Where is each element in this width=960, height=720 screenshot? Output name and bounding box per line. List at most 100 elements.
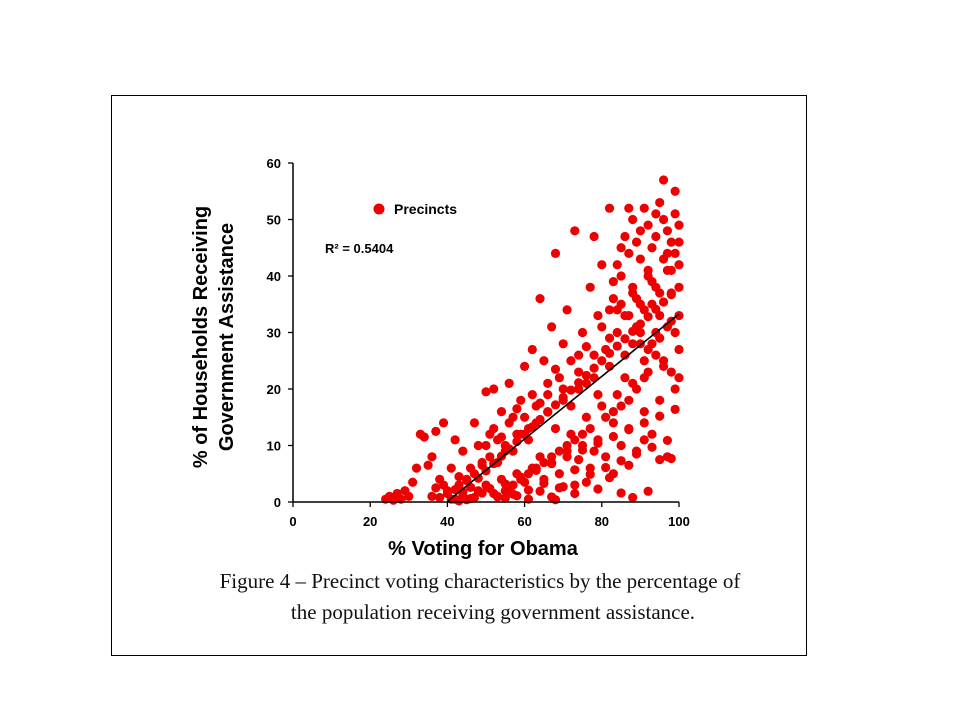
data-point [635,319,646,329]
data-point [581,342,591,352]
data-point [454,496,464,506]
data-point [581,412,591,422]
data-point [639,418,649,428]
data-point [489,384,499,394]
data-point [558,392,568,403]
data-point [550,495,561,505]
data-point [562,452,572,462]
data-point [581,370,591,381]
x-ticks: 0 20 40 60 80 100 [289,502,690,529]
data-point [504,418,514,428]
data-point [658,361,669,371]
data-point [639,435,649,445]
data-point [674,282,684,292]
data-point [589,446,599,456]
data-point [408,477,418,487]
data-point [504,444,514,454]
data-point [523,485,534,495]
data-point [570,226,580,236]
data-point [620,334,630,344]
data-point [558,339,568,349]
data-point [631,237,642,247]
y-ticks: 0 10 20 30 40 50 60 [267,156,293,510]
data-point [462,495,472,505]
data-point [666,367,676,377]
data-point [547,322,557,332]
data-point [481,440,491,451]
data-point [624,425,634,435]
data-point [535,414,545,425]
data-point [658,254,669,264]
data-point [481,387,491,397]
data-point [512,491,522,501]
data-point [628,492,638,503]
data-point [670,186,680,196]
data-point [423,460,433,470]
x-tick-label: 100 [668,514,690,529]
data-point [620,350,630,360]
data-point [628,326,638,336]
data-point [473,473,483,483]
data-point [674,344,684,355]
data-point [612,341,622,351]
x-tick-label: 60 [517,514,531,529]
data-point [670,384,680,394]
data-point [427,452,437,462]
data-point [562,305,572,315]
y-tick-label: 40 [267,269,281,284]
data-point [438,418,449,428]
y-tick-label: 50 [267,213,281,228]
data-point [574,455,584,465]
data-point [539,457,549,468]
data-point [643,486,653,496]
data-point [585,282,595,292]
data-point [662,226,673,236]
data-point [543,390,553,400]
data-point [604,203,615,213]
data-point [616,243,626,253]
data-point [547,452,557,462]
data-point [674,310,684,321]
data-point [539,478,549,488]
data-point [477,488,487,498]
data-point [597,260,607,270]
data-point [554,373,564,383]
data-point [639,407,649,417]
data-point [612,260,622,270]
data-point [581,378,591,388]
data-point [624,395,634,405]
data-point [550,364,561,374]
data-point [516,474,526,484]
data-point [527,390,537,400]
data-point [631,449,642,459]
y-tick-label: 30 [267,326,281,341]
data-point [616,456,626,466]
data-point [547,458,557,469]
figure-caption: Figure 4 – Precinct voting characteristi… [0,566,960,628]
data-point [628,214,638,225]
data-point [438,480,449,490]
data-point [601,412,611,422]
data-point [597,401,607,411]
data-point [485,483,495,494]
data-point [554,446,564,456]
data-point [655,288,665,298]
data-point [512,404,522,414]
y-tick-label: 0 [274,495,281,510]
data-point [597,356,607,366]
data-point [520,361,530,371]
data-point [658,297,669,307]
data-point [585,469,595,479]
data-point [570,480,580,490]
x-axis-title: % Voting for Obama [388,538,579,560]
data-point [624,203,634,213]
data-point [639,203,649,213]
data-point [469,492,480,503]
data-point [639,305,649,315]
data-point [604,348,615,359]
x-tick-label: 20 [363,514,377,529]
data-point [566,356,576,366]
data-point [577,327,588,338]
y-tick-label: 10 [267,439,281,454]
data-point [492,491,503,501]
